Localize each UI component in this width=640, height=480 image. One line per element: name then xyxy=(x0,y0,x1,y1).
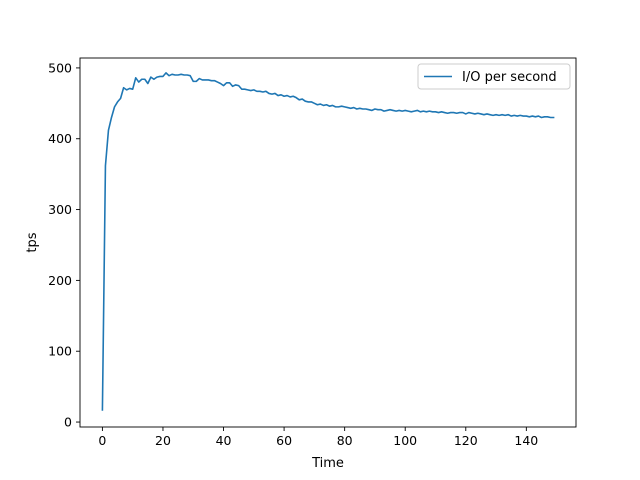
y-tick-label: 400 xyxy=(48,131,72,146)
axes-frame xyxy=(79,57,577,428)
legend-label: I/O per second xyxy=(462,70,557,85)
x-tick-label: 80 xyxy=(337,433,353,448)
plot-area xyxy=(101,72,555,411)
x-tick-label: 40 xyxy=(216,433,232,448)
x-tick-label: 120 xyxy=(454,433,478,448)
y-tick-label: 200 xyxy=(48,273,72,288)
x-tick-label: 140 xyxy=(514,433,538,448)
y-tick-label: 300 xyxy=(48,202,72,217)
series-line-0 xyxy=(101,72,555,411)
x-tick-label: 100 xyxy=(393,433,417,448)
axes: 0 20 40 60 80 100 120 140 0 100 200 300 400 500 Time tp… xyxy=(25,57,577,471)
y-tick-label: 0 xyxy=(64,415,72,430)
y-tick-label: 100 xyxy=(48,344,72,359)
x-tick-label: 20 xyxy=(155,433,171,448)
y-axis-label: tps xyxy=(25,232,40,252)
legend: I/O per second xyxy=(417,63,571,90)
y-tick-label: 500 xyxy=(48,60,72,75)
x-tick-label: 60 xyxy=(276,433,292,448)
x-axis-label: Time xyxy=(311,456,344,471)
legend-box xyxy=(417,63,571,90)
x-tick-label: 0 xyxy=(98,433,106,448)
